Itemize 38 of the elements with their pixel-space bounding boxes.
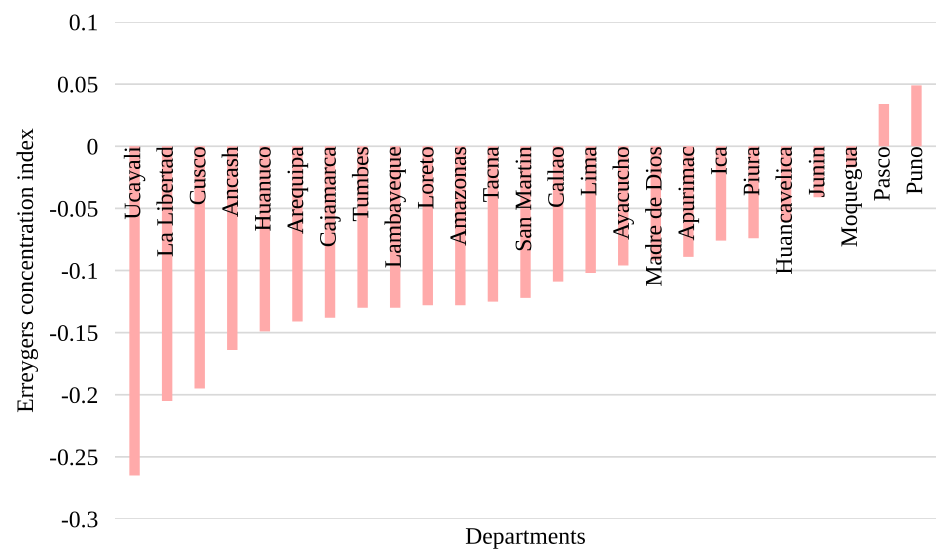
x-tick-label: Callao	[547, 147, 564, 207]
x-tick-label: La Libertad	[156, 146, 174, 256]
y-tick-label: 0.05	[58, 76, 98, 93]
y-tick-label: -0.2	[62, 387, 98, 404]
x-axis-title: Departments	[466, 528, 585, 549]
x-tick-label: Tumbes	[352, 147, 369, 222]
y-tick-label: -0.25	[50, 449, 98, 466]
x-tick-label: Ucayali	[124, 146, 146, 220]
y-tick-label: -0.3	[62, 511, 98, 528]
x-tick-label: Moquegua	[841, 146, 862, 247]
x-tick-label: Madre de Dios	[645, 147, 662, 286]
x-tick-label: Tacna	[483, 146, 499, 202]
x-tick-label: Pasco	[874, 147, 890, 201]
y-tick-label: -0.05	[50, 200, 98, 217]
x-tick-label: Puno	[906, 147, 922, 194]
x-tick-label: Huancavelica	[775, 146, 792, 274]
x-tick-label: Cusco	[190, 147, 206, 204]
x-tick-label: Junin	[808, 146, 825, 197]
y-tick-label: 0	[87, 138, 98, 155]
bar	[911, 85, 922, 146]
x-tick-label: Ica	[711, 146, 727, 174]
bar	[878, 104, 890, 146]
x-tick-label: Ancash	[222, 146, 238, 217]
x-tick-label: Loreto	[418, 147, 434, 209]
x-tick-label: Ayacucho	[612, 147, 634, 240]
x-tick-label: Piura	[744, 146, 760, 196]
y-tick-label: -0.15	[50, 325, 98, 342]
x-tick-label: San Martin	[516, 146, 532, 250]
x-tick-label: Lambayeque	[384, 147, 406, 268]
x-tick-label: Amazonas	[450, 147, 466, 246]
x-tick-label: Lima	[580, 146, 597, 196]
y-tick-label: -0.1	[62, 262, 97, 280]
y-axis-title: Erreygers concentration index	[16, 128, 38, 412]
x-tick-label: Arequipa	[287, 146, 308, 234]
x-tick-label: Cajamarca	[320, 146, 341, 246]
x-tick-label: Huanuco	[255, 147, 271, 231]
y-tick-label: 0.1	[70, 14, 97, 31]
x-tick-label: Apurimac	[678, 146, 700, 240]
